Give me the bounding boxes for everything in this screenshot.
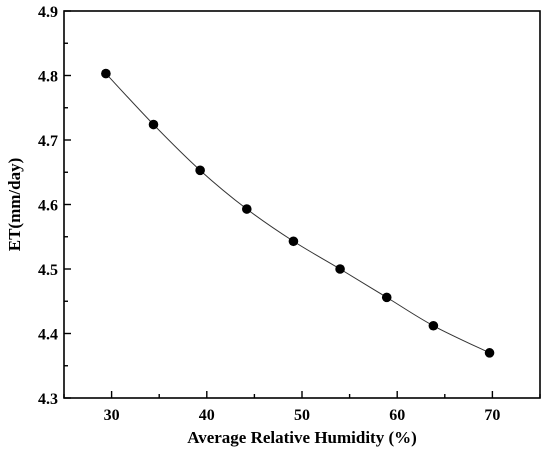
y-tick-label: 4.6 — [38, 198, 58, 215]
x-tick-label: 30 — [104, 407, 120, 424]
ticks-layer: 30 40 50 60 70 4.3 4.4 4.5 4.6 4.7 4.8 4.9 — [38, 4, 541, 424]
x-tick-label: 50 — [294, 407, 310, 424]
y-tick-label: 4.3 — [38, 391, 58, 408]
y-tick-label: 4.8 — [38, 69, 58, 86]
y-axis-title: ET(mm/day) — [5, 158, 24, 252]
data-point — [484, 348, 495, 358]
y-tick-label: 4.9 — [38, 4, 58, 21]
x-tick-label: 70 — [484, 407, 500, 424]
points-layer — [101, 68, 495, 358]
data-point — [381, 292, 392, 303]
y-tick-label: 4.7 — [38, 133, 58, 150]
data-point — [101, 68, 111, 79]
data-point — [428, 320, 439, 331]
x-tick-label: 40 — [199, 407, 215, 424]
data-point — [241, 204, 252, 214]
x-tick-label: 60 — [389, 407, 405, 424]
data-point — [148, 119, 159, 130]
data-point — [335, 264, 345, 274]
data-point — [195, 165, 205, 176]
x-axis-title: Average Relative Humidity (%) — [187, 428, 417, 447]
data-point — [288, 236, 299, 247]
y-tick-label: 4.5 — [38, 262, 58, 279]
y-tick-label: 4.4 — [38, 327, 58, 344]
plot-frame — [63, 10, 541, 399]
